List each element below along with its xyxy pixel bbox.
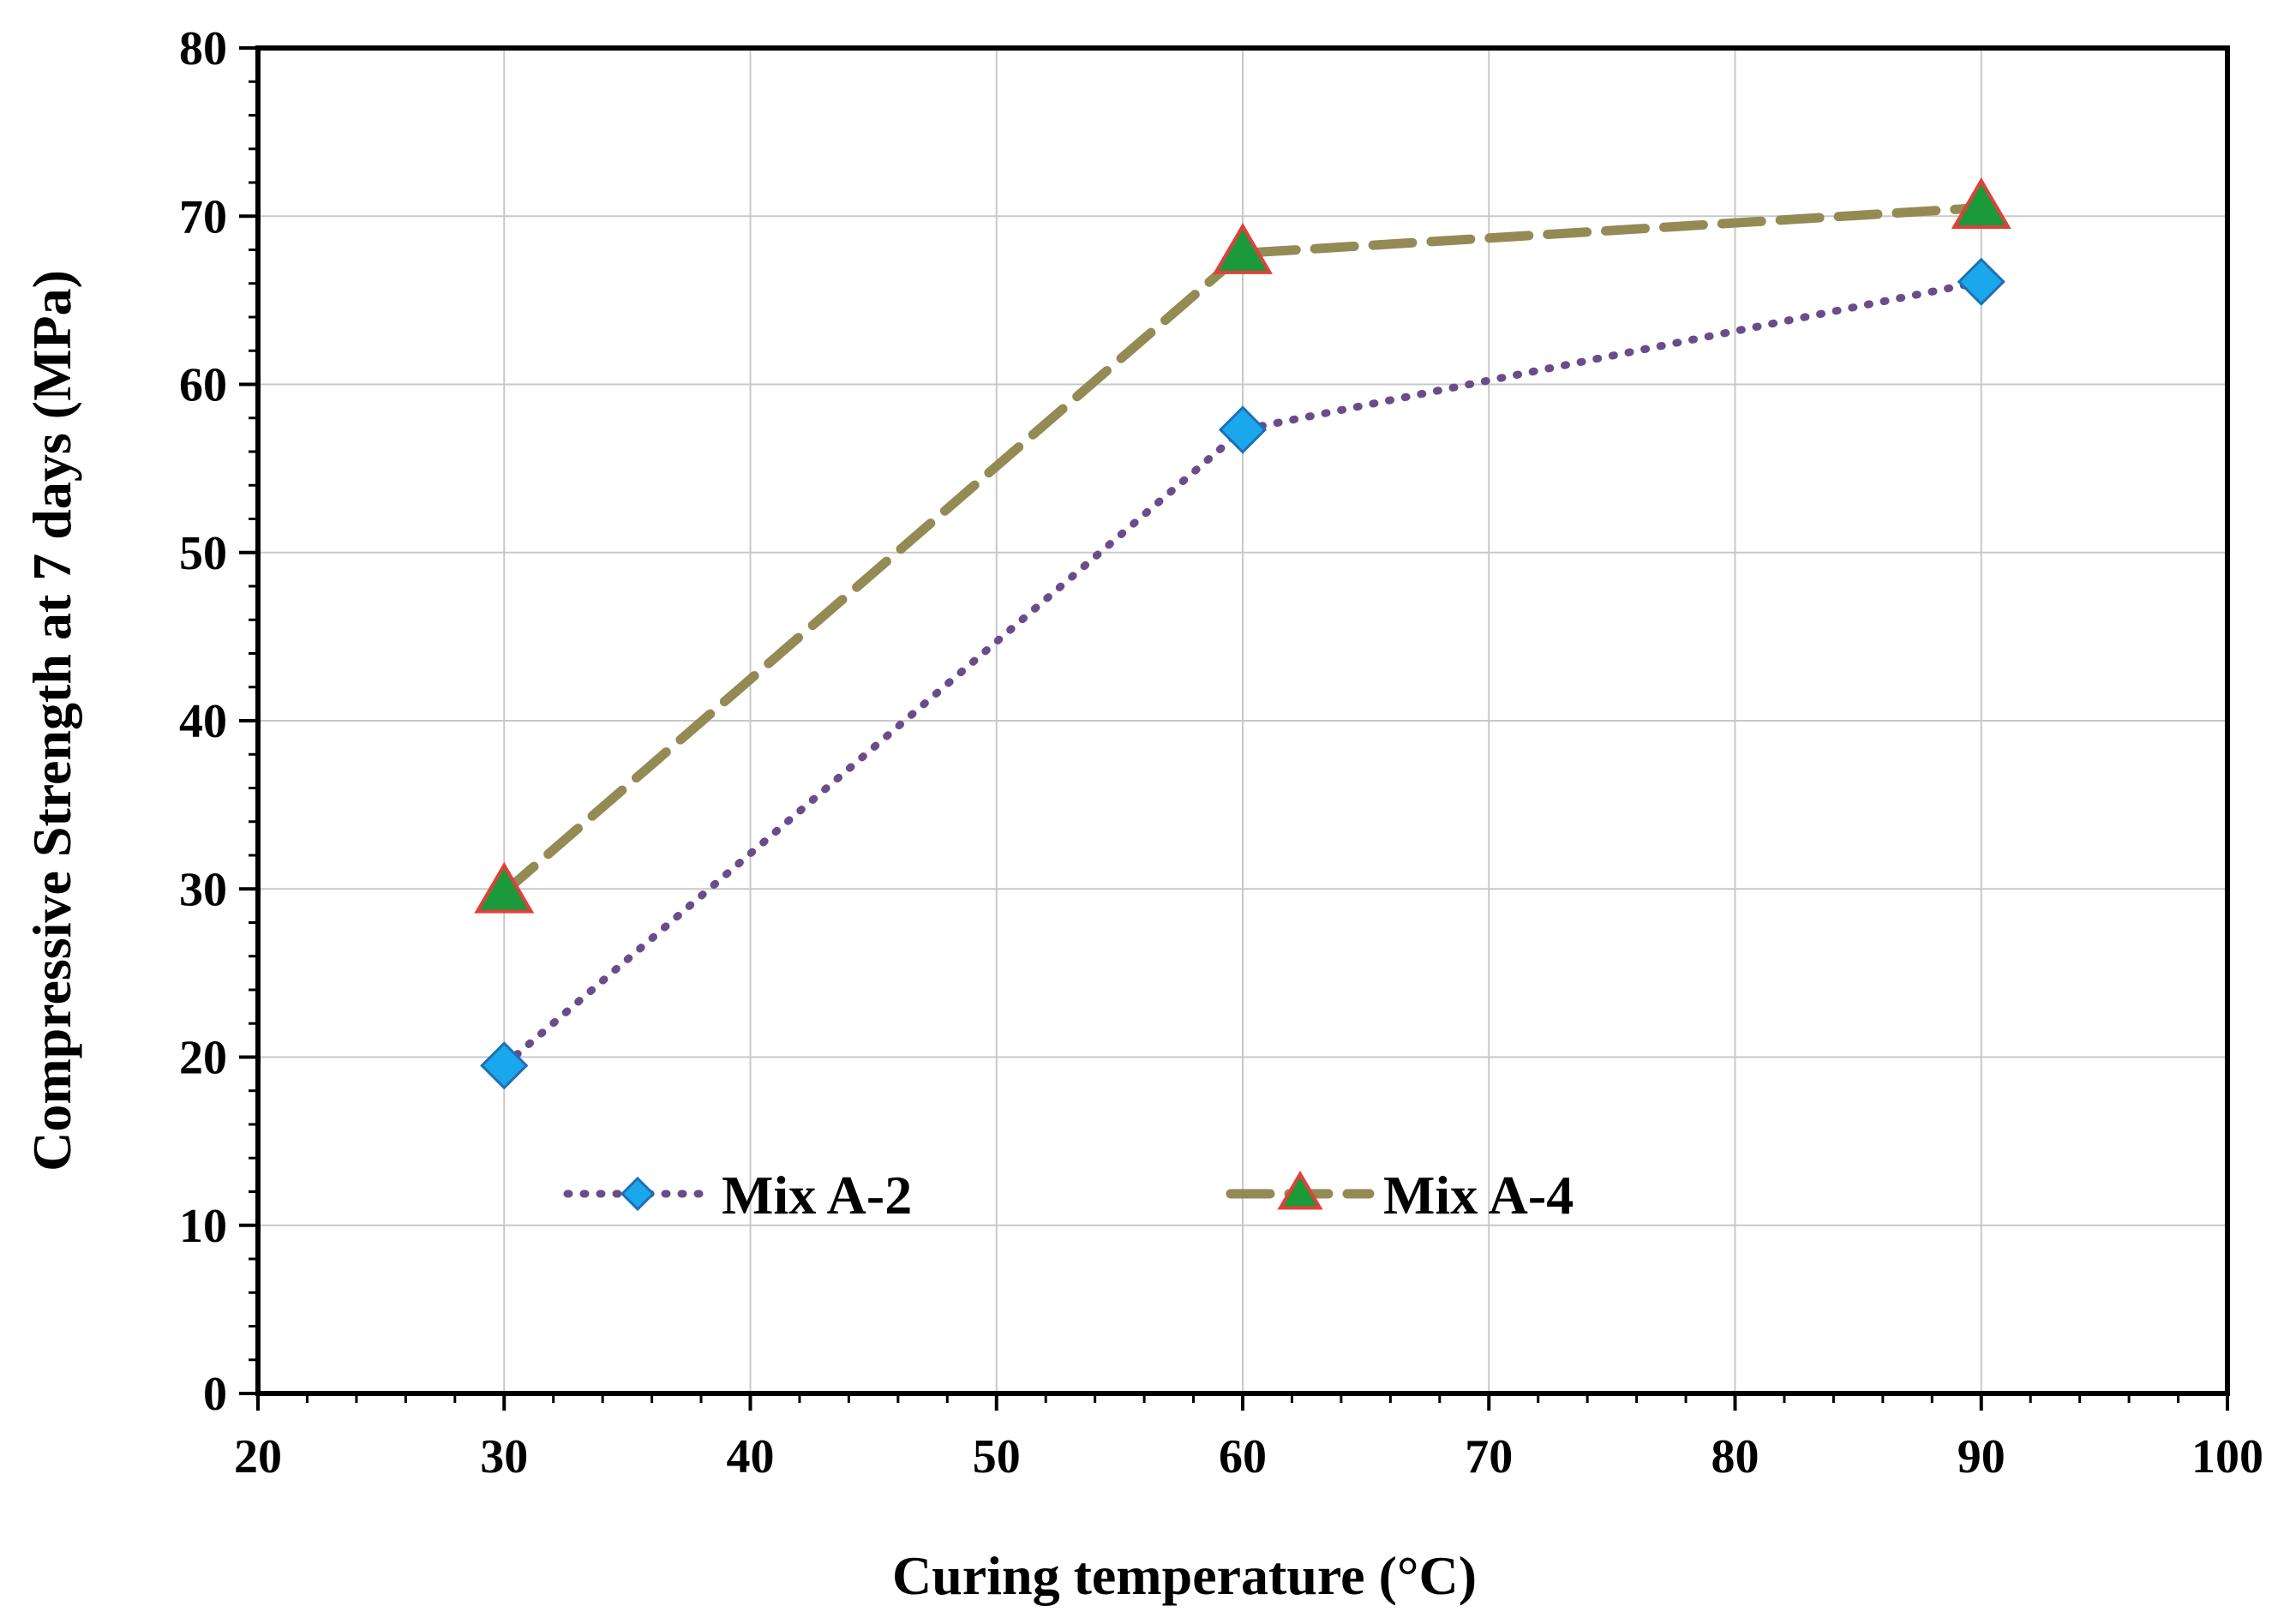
x-tick-label: 90: [1957, 1430, 2005, 1483]
data-point-mix-a-4: [1213, 222, 1273, 274]
x-tick-label: 40: [727, 1430, 775, 1483]
y-axis-title: Compressive Strength at 7 days (MPa): [21, 270, 82, 1172]
x-tick-label: 100: [2191, 1430, 2263, 1483]
legend-item-mix-a-2: [563, 1176, 712, 1212]
data-point-mix-a-2: [1957, 257, 2005, 306]
x-tick-label: 80: [1712, 1430, 1759, 1483]
data-point-mix-a-4: [474, 861, 535, 914]
legend-label-mix-a-2: Mix A-2: [722, 1165, 912, 1225]
x-tick-label: 30: [480, 1430, 528, 1483]
y-tick-label: 30: [179, 863, 227, 916]
tick-layer: 20 30 40 50 60 70 80 90 100 0 10 20 30 40 50 60 70 80: [179, 22, 2263, 1483]
x-tick-label: 60: [1219, 1430, 1267, 1483]
x-axis-title: Curing temperature (°C): [892, 1545, 1477, 1606]
series-line-mix-a-4: [499, 202, 1987, 897]
x-tick-label: 70: [1465, 1430, 1513, 1483]
x-tick-label: 50: [973, 1430, 1021, 1483]
y-tick-label: 0: [203, 1368, 227, 1421]
y-tick-label: 70: [179, 190, 227, 243]
y-tick-label: 40: [179, 695, 227, 748]
data-point-mix-a-2: [1218, 405, 1268, 454]
legend-marker-mix-a-4: [1277, 1170, 1323, 1210]
marker-layer: [474, 177, 2011, 1090]
legend-label-mix-a-4: Mix A-4: [1383, 1165, 1574, 1225]
y-tick-label: 20: [179, 1032, 227, 1085]
y-tick-label: 60: [179, 359, 227, 412]
y-tick-label: 50: [179, 527, 227, 580]
data-point-mix-a-2: [480, 1041, 529, 1090]
data-point-mix-a-4: [1951, 177, 2011, 229]
x-tick-label: 20: [234, 1430, 282, 1483]
y-tick-label: 10: [179, 1200, 227, 1253]
legend-marker-mix-a-2: [620, 1176, 656, 1212]
legend-item-mix-a-4: [1226, 1170, 1375, 1210]
y-tick-label: 80: [179, 22, 227, 75]
legend: Mix A-2 Mix A-4: [563, 1165, 1574, 1225]
